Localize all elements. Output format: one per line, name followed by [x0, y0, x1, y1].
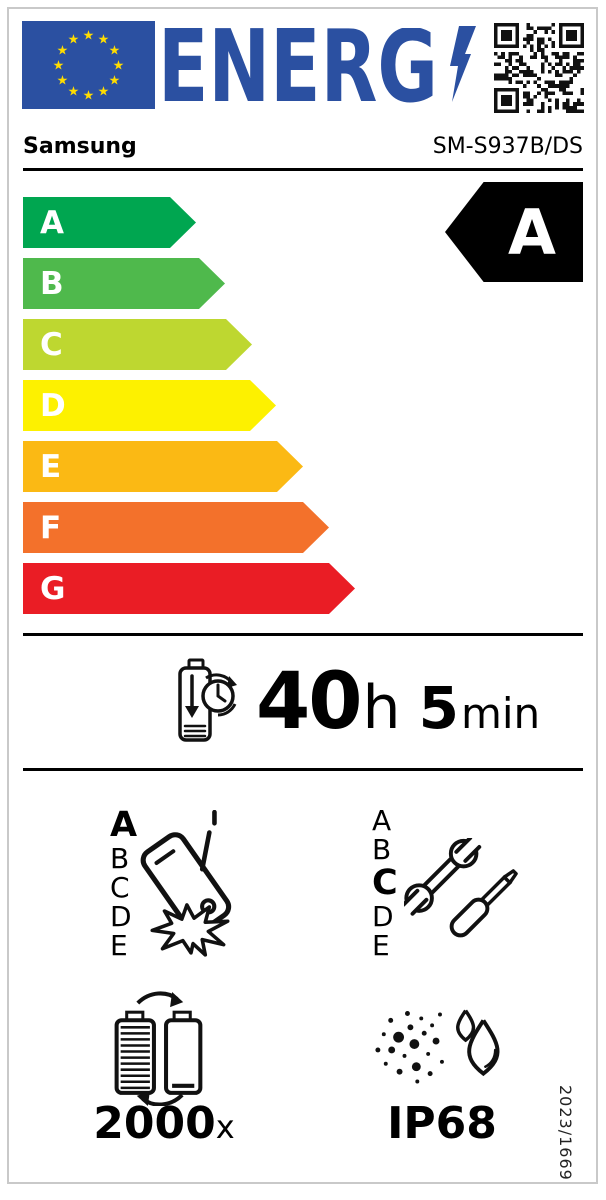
- svg-text:★: ★: [113, 59, 125, 74]
- efficiency-bar-d: D: [23, 380, 276, 431]
- endurance-hours-unit: h: [362, 673, 401, 743]
- svg-text:★: ★: [109, 74, 121, 89]
- svg-text:★: ★: [53, 59, 65, 74]
- efficiency-bar-g: G: [23, 563, 355, 614]
- svg-text:★: ★: [109, 44, 121, 59]
- svg-text:★: ★: [98, 33, 110, 48]
- svg-text:★: ★: [68, 33, 80, 48]
- qr-code: [494, 23, 584, 113]
- efficiency-bar-e: E: [23, 441, 303, 492]
- efficiency-bar-f: F: [23, 502, 329, 553]
- ingress-protection-icon: [375, 1009, 500, 1084]
- divider: [23, 168, 583, 171]
- efficiency-scale: A B C D E F G: [23, 197, 355, 614]
- lightning-bolt-icon: [450, 26, 476, 102]
- ip-rating: IP68: [387, 1098, 497, 1149]
- svg-text:★: ★: [57, 44, 69, 59]
- efficiency-bar-b: B: [23, 258, 225, 309]
- energy-logo: ENERG: [158, 28, 438, 104]
- regulation-number: 2023/1669: [556, 1085, 575, 1181]
- endurance-minutes-unit: min: [460, 689, 541, 738]
- endurance-minutes: 5: [418, 674, 459, 742]
- repairability-class-scale: A B C D E: [372, 804, 398, 962]
- free-fall-class-scale: A B C D E: [110, 805, 138, 962]
- eu-flag-icon: ★ ★ ★★ ★★ ★★ ★★ ★★: [22, 21, 155, 109]
- efficiency-rating: A: [508, 195, 556, 269]
- label-border: [7, 7, 598, 1184]
- battery-endurance-value: 40 h 5 min: [256, 657, 541, 747]
- svg-text:★: ★: [83, 29, 95, 44]
- energy-logo-text: ENERG: [158, 28, 438, 104]
- efficiency-bar-a: A: [23, 197, 196, 248]
- svg-text:★: ★: [68, 85, 80, 100]
- battery-cycle-icon: [114, 991, 203, 1106]
- endurance-hours: 40: [256, 657, 363, 747]
- battery-cycles-value: 2000 x: [89, 1098, 239, 1149]
- cycles-unit: x: [215, 1108, 235, 1146]
- svg-text:★: ★: [98, 85, 110, 100]
- battery-endurance-icon: [178, 658, 237, 742]
- supplier-row: Samsung SM-S937B/DS: [23, 134, 583, 159]
- divider: [23, 768, 583, 771]
- supplier-brand: Samsung: [23, 134, 137, 159]
- svg-text:★: ★: [57, 74, 69, 89]
- efficiency-bar-c: C: [23, 319, 252, 370]
- free-fall-icon: [140, 810, 232, 957]
- model-identifier: SM-S937B/DS: [432, 134, 583, 159]
- repairability-icon: [404, 838, 518, 938]
- cycles-count: 2000: [93, 1098, 216, 1149]
- efficiency-rating-arrow: A: [445, 182, 583, 282]
- divider: [23, 633, 583, 636]
- svg-text:★: ★: [83, 89, 95, 104]
